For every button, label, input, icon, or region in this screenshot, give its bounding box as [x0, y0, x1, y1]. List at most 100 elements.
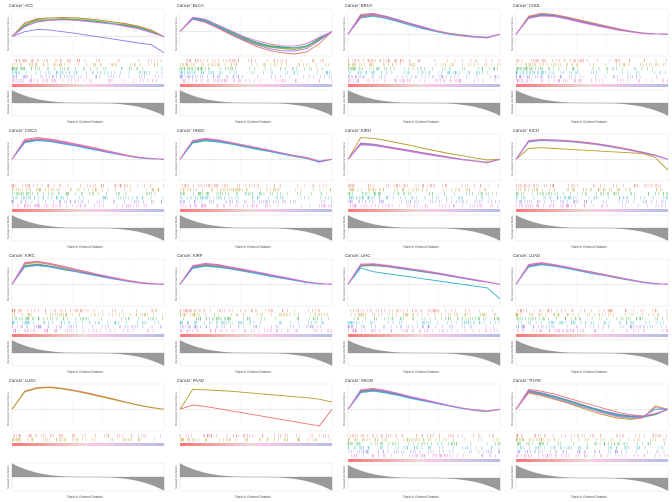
rank-heat-cell	[348, 334, 354, 337]
rank-heat-cell	[118, 84, 124, 87]
rank-heat-cell	[546, 334, 552, 337]
rank-heat-cell	[133, 84, 139, 87]
rank-heat-cell	[439, 209, 445, 212]
rank-heat-cell	[348, 459, 354, 462]
panel-title: Cancer: THYM	[513, 378, 541, 383]
rank-heat-cell	[195, 443, 201, 446]
gsea-panel: Cancer: COCA Rank in Ordered Dataset Runni…	[2, 127, 168, 251]
rank-heat-cell	[271, 209, 277, 212]
x-axis-label: Rank in Ordered Dataset	[67, 370, 103, 374]
gsea-panel: Cancer: LUSC Rank in Ordered Dataset Runni…	[2, 377, 168, 501]
rank-heat-cell	[617, 84, 623, 87]
rank-heat-cell	[52, 443, 58, 446]
rank-heat-cell	[271, 443, 277, 446]
rank-heat-cell	[230, 209, 236, 212]
rank-heat-cell	[215, 84, 221, 87]
rank-heat-cell	[637, 459, 643, 462]
es-plot-frame	[347, 383, 501, 432]
rank-heat-cell	[205, 209, 211, 212]
rank-heat-cell	[190, 334, 196, 337]
panel-svg	[515, 8, 669, 117]
rank-heat-cell	[311, 84, 317, 87]
x-axis-label: Rank in Ordered Dataset	[571, 245, 607, 249]
rank-heat-cell	[652, 334, 659, 337]
y-axis-label-es: Running Enrichment Score	[174, 142, 178, 176]
rank-heat-cell	[439, 84, 445, 87]
rank-heat-cell	[383, 459, 389, 462]
panel-svg	[179, 383, 333, 492]
es-series-line	[11, 261, 165, 285]
rank-heat-cell	[566, 84, 572, 87]
rank-heat-cell	[103, 84, 109, 87]
rank-heat-cell	[449, 459, 455, 462]
rank-heat-cell	[281, 209, 287, 212]
rank-heat-cell	[180, 209, 186, 212]
y-axis-label-metric: Ranked List Metric	[6, 465, 10, 489]
rank-heat-cell	[526, 84, 532, 87]
rank-heat-cell	[62, 209, 68, 212]
rank-heat-cell	[103, 209, 109, 212]
es-series-line	[179, 17, 333, 49]
rank-heat-cell	[266, 443, 272, 446]
rank-heat-cell	[153, 443, 160, 446]
rank-heat-cell	[556, 334, 562, 337]
rank-heat-cell	[358, 459, 364, 462]
rank-heat-cell	[98, 443, 104, 446]
rank-heat-cell	[403, 84, 409, 87]
rank-heat-cell	[632, 84, 638, 87]
rank-heat-cell	[220, 443, 226, 446]
rank-heat-cell	[541, 209, 547, 212]
panel-svg	[347, 383, 501, 492]
rank-heat-cell	[245, 84, 252, 87]
metric-area	[515, 465, 669, 491]
rank-heat-cell	[617, 209, 623, 212]
rank-heat-cell	[617, 334, 623, 337]
rank-heat-cell	[373, 209, 379, 212]
rank-heat-cell	[454, 334, 460, 337]
es-series-line	[515, 139, 669, 160]
rank-heat-cell	[627, 209, 633, 212]
metric-area	[179, 90, 333, 116]
rank-heat-cell	[180, 443, 186, 446]
es-series-line	[179, 16, 333, 47]
rank-heat-cell	[642, 334, 648, 337]
es-series-line	[11, 17, 165, 38]
rank-heat-cell	[429, 334, 435, 337]
rank-heat-cell	[561, 84, 567, 87]
rank-heat-cell	[286, 209, 292, 212]
rank-heat-cell	[637, 334, 643, 337]
rank-heat-cell	[474, 334, 480, 337]
rank-heat-cell	[647, 84, 653, 87]
rank-heat-cell	[220, 334, 226, 337]
rank-heat-cell	[388, 84, 394, 87]
rank-heat-cell	[647, 334, 653, 337]
rank-heat-cell	[93, 443, 99, 446]
rank-heat-cell	[459, 459, 465, 462]
gsea-panel: Cancer: LUAD Rank in Ordered Dataset Runni…	[506, 252, 672, 376]
rank-heat-cell	[301, 443, 307, 446]
es-series-line	[347, 387, 501, 412]
rank-heat-cell	[652, 84, 659, 87]
es-series-line	[347, 267, 501, 300]
rank-heat-cell	[413, 334, 420, 337]
rank-heat-cell	[215, 209, 221, 212]
es-series-line	[515, 388, 669, 417]
rank-heat-cell	[484, 334, 491, 337]
rank-heat-cell	[123, 84, 129, 87]
rank-heat-cell	[225, 84, 231, 87]
es-series-line	[179, 140, 333, 163]
es-series-line	[347, 264, 501, 285]
es-series-line	[347, 137, 501, 161]
es-plot-frame	[11, 8, 165, 57]
rank-heat-cell	[98, 84, 104, 87]
y-axis-label-es: Running Enrichment Score	[342, 267, 346, 301]
panel-title: Cancer: KICH	[513, 128, 539, 133]
rank-heat-cell	[393, 209, 399, 212]
rank-heat-cell	[77, 334, 84, 337]
es-plot-frame	[179, 383, 333, 432]
rank-heat-cell	[551, 334, 557, 337]
rank-heat-cell	[531, 334, 537, 337]
rank-heat-cell	[138, 443, 144, 446]
panel-title: Cancer: LUAD	[513, 253, 540, 258]
